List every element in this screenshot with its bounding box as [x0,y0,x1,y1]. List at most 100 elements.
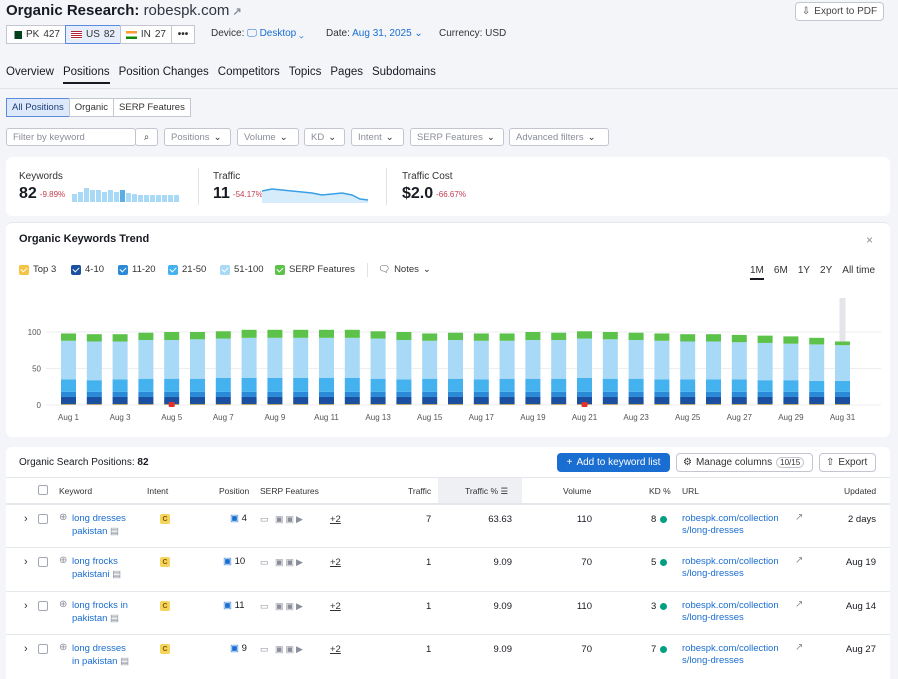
kd-dropdown[interactable]: KD ⌄ [304,128,345,146]
legend-top3[interactable]: Top 3 [19,264,56,275]
bar-segment [138,404,154,405]
external-link-icon[interactable]: ↗ [232,6,242,18]
url-link[interactable]: robespk.com/collection s/long-dresses [682,556,779,580]
database-in[interactable]: IN 27 [120,25,172,44]
select-all-checkbox[interactable] [38,485,48,495]
keyword-link[interactable]: long frocks in pakistan ▤ [72,599,128,625]
col-position[interactable]: Position [219,486,250,496]
manage-columns-button[interactable]: ⚙ Manage columns 10/15 [676,453,813,472]
legend-serp-features[interactable]: SERP Features [275,264,355,275]
bar-segment [215,331,231,339]
tab-competitors[interactable]: Competitors [217,66,280,78]
legend-11-20[interactable]: 11-20 [118,264,156,275]
search-button[interactable]: ⌕ [135,128,158,146]
col-serp-features[interactable]: SERP Features [260,486,319,496]
row-checkbox[interactable] [38,644,48,654]
add-circle-icon[interactable]: ⊕ [59,599,68,610]
col-intent[interactable]: Intent [147,486,169,496]
export-pdf-button[interactable]: ⇩ Export to PDF [795,2,884,21]
database-pk[interactable]: PK 427 [6,25,66,44]
bar-segment [628,404,644,405]
tab-subdomains[interactable]: Subdomains [371,66,436,78]
col-keyword[interactable]: Keyword [59,486,93,496]
keywords-metric[interactable]: 82 -9.89% [19,185,65,203]
col-url[interactable]: URL [682,486,700,496]
legend-4-10[interactable]: 4-10 [71,264,104,275]
database-us[interactable]: US 82 [65,25,121,44]
range-6m[interactable]: 6M [773,265,788,276]
advanced-filters-dropdown[interactable]: Advanced filters ⌄ [509,128,609,146]
x-tick-label: Aug 25 [675,413,701,422]
row-checkbox[interactable] [38,514,48,524]
keyword-link[interactable]: long frocks pakistani ▤ [72,555,121,581]
serp-more-link[interactable]: +2 [330,557,341,568]
url-link[interactable]: robespk.com/collection s/long-dresses [682,643,779,667]
serp-snapshot-icon[interactable]: ▤ [110,613,120,624]
legend-51-100[interactable]: 51-100 [220,264,264,275]
range-1y[interactable]: 1Y [797,265,811,276]
keyword-link[interactable]: long dresses in pakistan ▤ [72,642,129,668]
checkbox-icon [118,264,128,275]
export-button[interactable]: ⇧ Export [819,453,876,472]
col-traffic-pct[interactable]: Traffic % ☰ [465,486,508,497]
tab-position-changes[interactable]: Position Changes [118,66,209,78]
row-checkbox[interactable] [38,601,48,611]
notes-dropdown[interactable]: 🗨 Notes ⌄ [378,264,431,275]
add-circle-icon[interactable]: ⊕ [59,512,68,523]
bar-segment [61,379,76,392]
expand-chevron-icon[interactable]: › [24,556,28,568]
external-link-icon[interactable]: ↗ [795,599,804,610]
range-all-time[interactable]: All time [842,265,876,276]
url-link[interactable]: robespk.com/collection s/long-dresses [682,513,779,537]
bar-segment [577,331,592,339]
url-link[interactable]: robespk.com/collection s/long-dresses [682,600,779,624]
serp-more-link[interactable]: +2 [330,601,341,612]
title-prefix: Organic Research: [6,2,140,19]
serp-features-dropdown[interactable]: SERP Features ⌄ [410,128,504,146]
range-1m[interactable]: 1M [750,265,764,280]
bar-segment [525,396,541,405]
col-volume[interactable]: Volume [563,486,592,496]
expand-chevron-icon[interactable]: › [24,643,28,655]
expand-chevron-icon[interactable]: › [24,513,28,525]
tab-positions[interactable]: Positions [62,66,110,84]
device-selector[interactable]: Device: 🖵 Desktop ⌄ [211,28,304,39]
close-icon[interactable]: × [866,233,874,247]
segment-organic[interactable]: Organic [68,98,115,117]
segment-all-positions[interactable]: All Positions [6,98,70,117]
legend-21-50[interactable]: 21-50 [168,264,206,275]
tab-topics[interactable]: Topics [288,66,322,78]
row-checkbox[interactable] [38,557,48,567]
keyword-filter-input[interactable]: Filter by keyword [6,128,136,146]
date-selector[interactable]: Date: Aug 31, 2025 ⌄ [326,28,423,39]
domain-name[interactable]: robespk.com [143,2,230,19]
keyword-link[interactable]: long dresses pakistan ▤ [72,512,126,538]
serp-snapshot-icon[interactable]: ▤ [110,526,120,537]
traffic-cost-metric[interactable]: $2.0 -66.67% [402,185,466,203]
bar-segment [344,404,360,405]
serp-snapshot-icon[interactable]: ▤ [112,569,122,580]
segment-serp-features[interactable]: SERP Features [113,98,191,117]
range-2y[interactable]: 2Y [820,265,833,276]
tab-overview[interactable]: Overview [6,66,54,78]
external-link-icon[interactable]: ↗ [795,555,804,566]
traffic-metric[interactable]: 11 -54.17% [213,185,263,203]
serp-snapshot-icon[interactable]: ▤ [120,656,130,667]
add-circle-icon[interactable]: ⊕ [59,555,68,566]
col-traffic[interactable]: Traffic [408,486,432,496]
bar-segment [680,379,696,392]
external-link-icon[interactable]: ↗ [795,642,804,653]
serp-more-link[interactable]: +2 [330,514,341,525]
serp-more-link[interactable]: +2 [330,644,341,655]
positions-dropdown[interactable]: Positions ⌄ [164,128,231,146]
add-to-keyword-list-button[interactable]: + Add to keyword list [557,453,670,472]
add-circle-icon[interactable]: ⊕ [59,642,68,653]
intent-dropdown[interactable]: Intent ⌄ [351,128,404,146]
volume-dropdown[interactable]: Volume ⌄ [237,128,299,146]
more-databases-button[interactable]: ••• [171,25,195,44]
tab-pages[interactable]: Pages [330,66,363,78]
col-updated[interactable]: Updated [844,486,877,496]
col-kd[interactable]: KD % [649,486,671,496]
expand-chevron-icon[interactable]: › [24,600,28,612]
external-link-icon[interactable]: ↗ [795,512,804,523]
